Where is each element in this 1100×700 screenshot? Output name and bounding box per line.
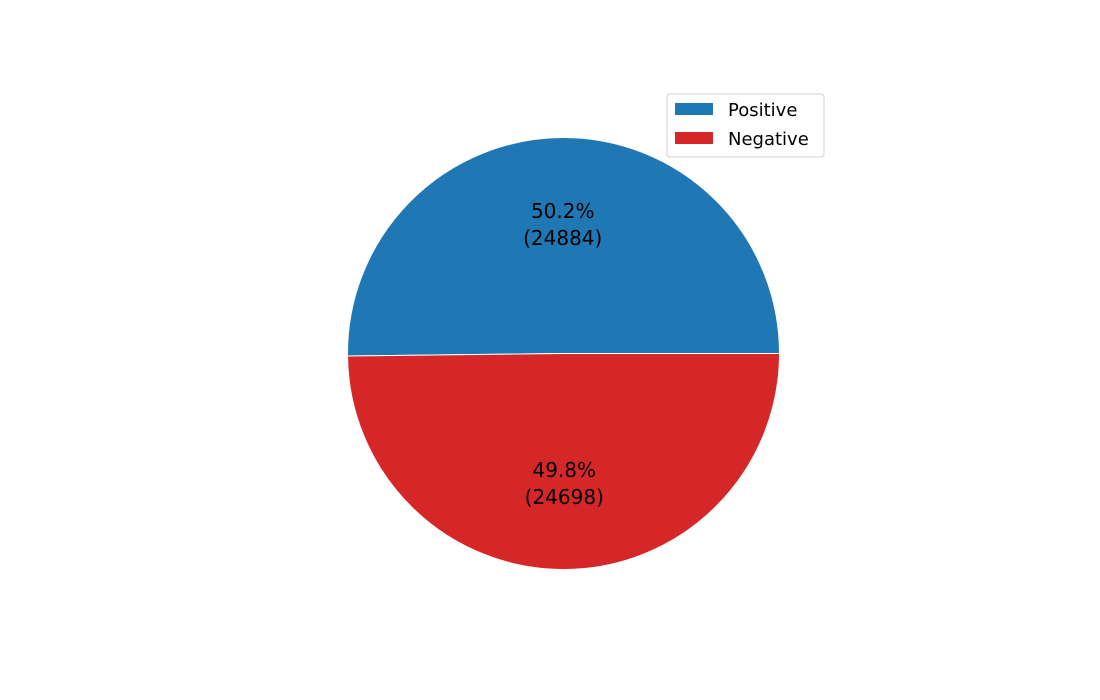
- pie-slice-positive: [347, 137, 781, 357]
- legend-label-positive: Positive: [728, 100, 797, 121]
- legend: Positive Negative: [666, 93, 825, 158]
- slice-percent-label-positive: 50.2%: [531, 199, 595, 223]
- legend-swatch-positive: [675, 103, 713, 115]
- slice-percent-label-negative: 49.8%: [532, 458, 596, 482]
- pie-slices: [347, 137, 781, 570]
- legend-swatch-negative: [675, 132, 713, 144]
- pie-slice-negative: [347, 353, 781, 570]
- pie-labels: 50.2% (24884) 49.8% (24698): [523, 199, 604, 509]
- legend-label-negative: Negative: [728, 129, 809, 150]
- slice-count-label-negative: (24698): [525, 485, 604, 509]
- slice-count-label-positive: (24884): [523, 226, 602, 250]
